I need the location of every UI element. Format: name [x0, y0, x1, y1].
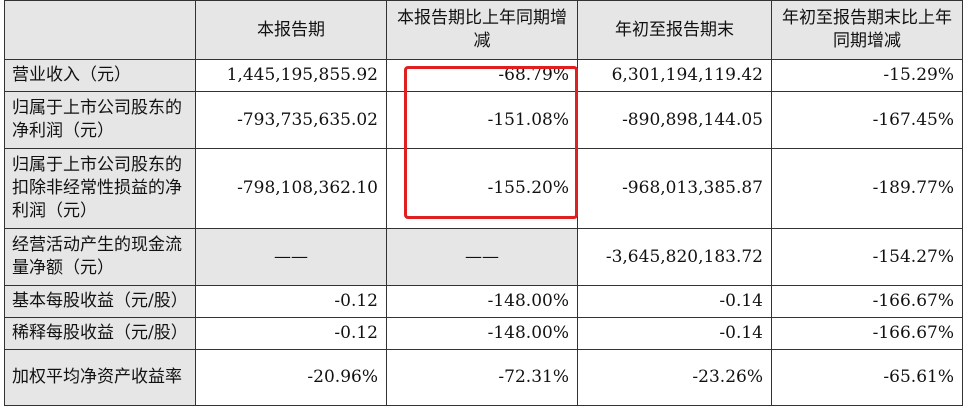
- cell-value: ——: [195, 228, 387, 286]
- cell-value: -65.61%: [771, 349, 963, 406]
- row-label: 加权平均净资产收益率: [4, 349, 196, 406]
- cell-value: -798,108,362.10: [195, 148, 387, 229]
- cell-value: -968,013,385.87: [577, 148, 772, 229]
- table-row: 基本每股收益（元/股） -0.12 -148.00% -0.14 -166.67…: [4, 285, 963, 318]
- row-label: 经营活动产生的现金流量净额（元）: [4, 228, 196, 286]
- cell-value: -166.67%: [771, 285, 963, 318]
- cell-value: -0.12: [195, 317, 387, 350]
- header-blank: [4, 0, 196, 60]
- cell-value: -151.08%: [386, 91, 578, 149]
- cell-value: -0.14: [577, 285, 772, 318]
- cell-value: -166.67%: [771, 317, 963, 350]
- cell-value: -3,645,820,183.72: [577, 228, 772, 286]
- cell-value: -68.79%: [386, 59, 578, 92]
- table-row: 加权平均净资产收益率 -20.96% -72.31% -23.26% -65.6…: [4, 349, 963, 406]
- table-row: 归属于上市公司股东的扣除非经常性损益的净利润（元） -798,108,362.1…: [4, 148, 963, 229]
- cell-value: -793,735,635.02: [195, 91, 387, 149]
- row-label: 营业收入（元）: [4, 59, 196, 92]
- cell-value: -167.45%: [771, 91, 963, 149]
- row-label: 稀释每股收益（元/股）: [4, 317, 196, 350]
- cell-value: -15.29%: [771, 59, 963, 92]
- header-current-period: 本报告期: [195, 0, 387, 60]
- row-label: 归属于上市公司股东的净利润（元）: [4, 91, 196, 149]
- header-current-period-yoy: 本报告期比上年同期增减: [386, 0, 578, 60]
- cell-value: -189.77%: [771, 148, 963, 229]
- cell-value: -148.00%: [386, 285, 578, 318]
- row-label: 基本每股收益（元/股）: [4, 285, 196, 318]
- table-row: 稀释每股收益（元/股） -0.12 -148.00% -0.14 -166.67…: [4, 317, 963, 350]
- header-ytd: 年初至报告期末: [577, 0, 772, 60]
- cell-value: ——: [386, 228, 578, 286]
- cell-value: -0.12: [195, 285, 387, 318]
- cell-value: -890,898,144.05: [577, 91, 772, 149]
- cell-value: -154.27%: [771, 228, 963, 286]
- cell-value: -72.31%: [386, 349, 578, 406]
- table-header-row: 本报告期 本报告期比上年同期增减 年初至报告期末 年初至报告期末比上年同期增减: [4, 0, 963, 60]
- financial-summary-table: 本报告期 本报告期比上年同期增减 年初至报告期末 年初至报告期末比上年同期增减 …: [4, 0, 963, 406]
- cell-value: -155.20%: [386, 148, 578, 229]
- cell-value: -23.26%: [577, 349, 772, 406]
- cell-value: 1,445,195,855.92: [195, 59, 387, 92]
- cell-value: 6,301,194,119.42: [577, 59, 772, 92]
- cell-value: -0.14: [577, 317, 772, 350]
- cell-value: -20.96%: [195, 349, 387, 406]
- cell-value: -148.00%: [386, 317, 578, 350]
- table-row: 归属于上市公司股东的净利润（元） -793,735,635.02 -151.08…: [4, 91, 963, 149]
- table-row: 营业收入（元） 1,445,195,855.92 -68.79% 6,301,1…: [4, 59, 963, 92]
- header-ytd-yoy: 年初至报告期末比上年同期增减: [771, 0, 963, 60]
- table-row: 经营活动产生的现金流量净额（元） —— —— -3,645,820,183.72…: [4, 228, 963, 286]
- row-label: 归属于上市公司股东的扣除非经常性损益的净利润（元）: [4, 148, 196, 229]
